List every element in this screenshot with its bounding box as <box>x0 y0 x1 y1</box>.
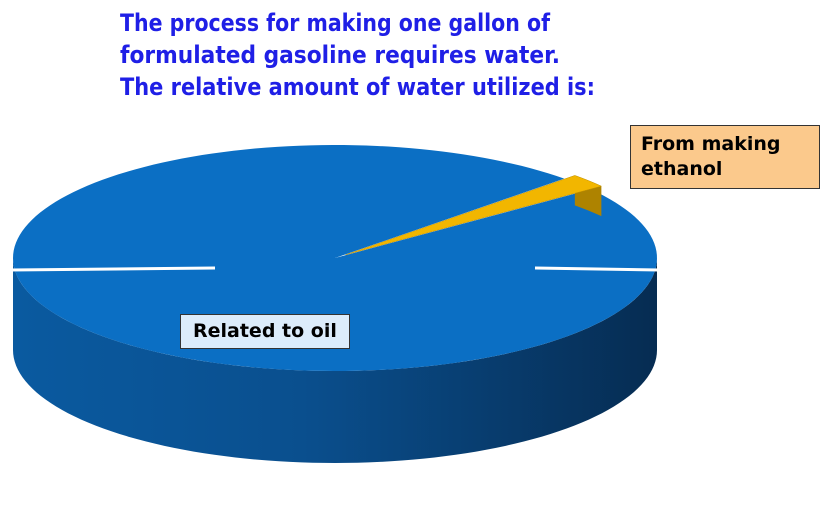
slice-label: From making ethanol <box>630 125 820 189</box>
title-line: The relative amount of water utilized is… <box>120 73 595 101</box>
slice-gap <box>10 266 216 272</box>
slice-gap <box>534 266 660 272</box>
slice <box>13 145 657 371</box>
slice <box>345 175 603 256</box>
slice-label: Related to oil <box>180 314 350 349</box>
slice-side <box>13 258 657 463</box>
title-line: The process for making one gallon of <box>120 9 550 37</box>
title-line: formulated gasoline requires water. <box>120 41 560 69</box>
